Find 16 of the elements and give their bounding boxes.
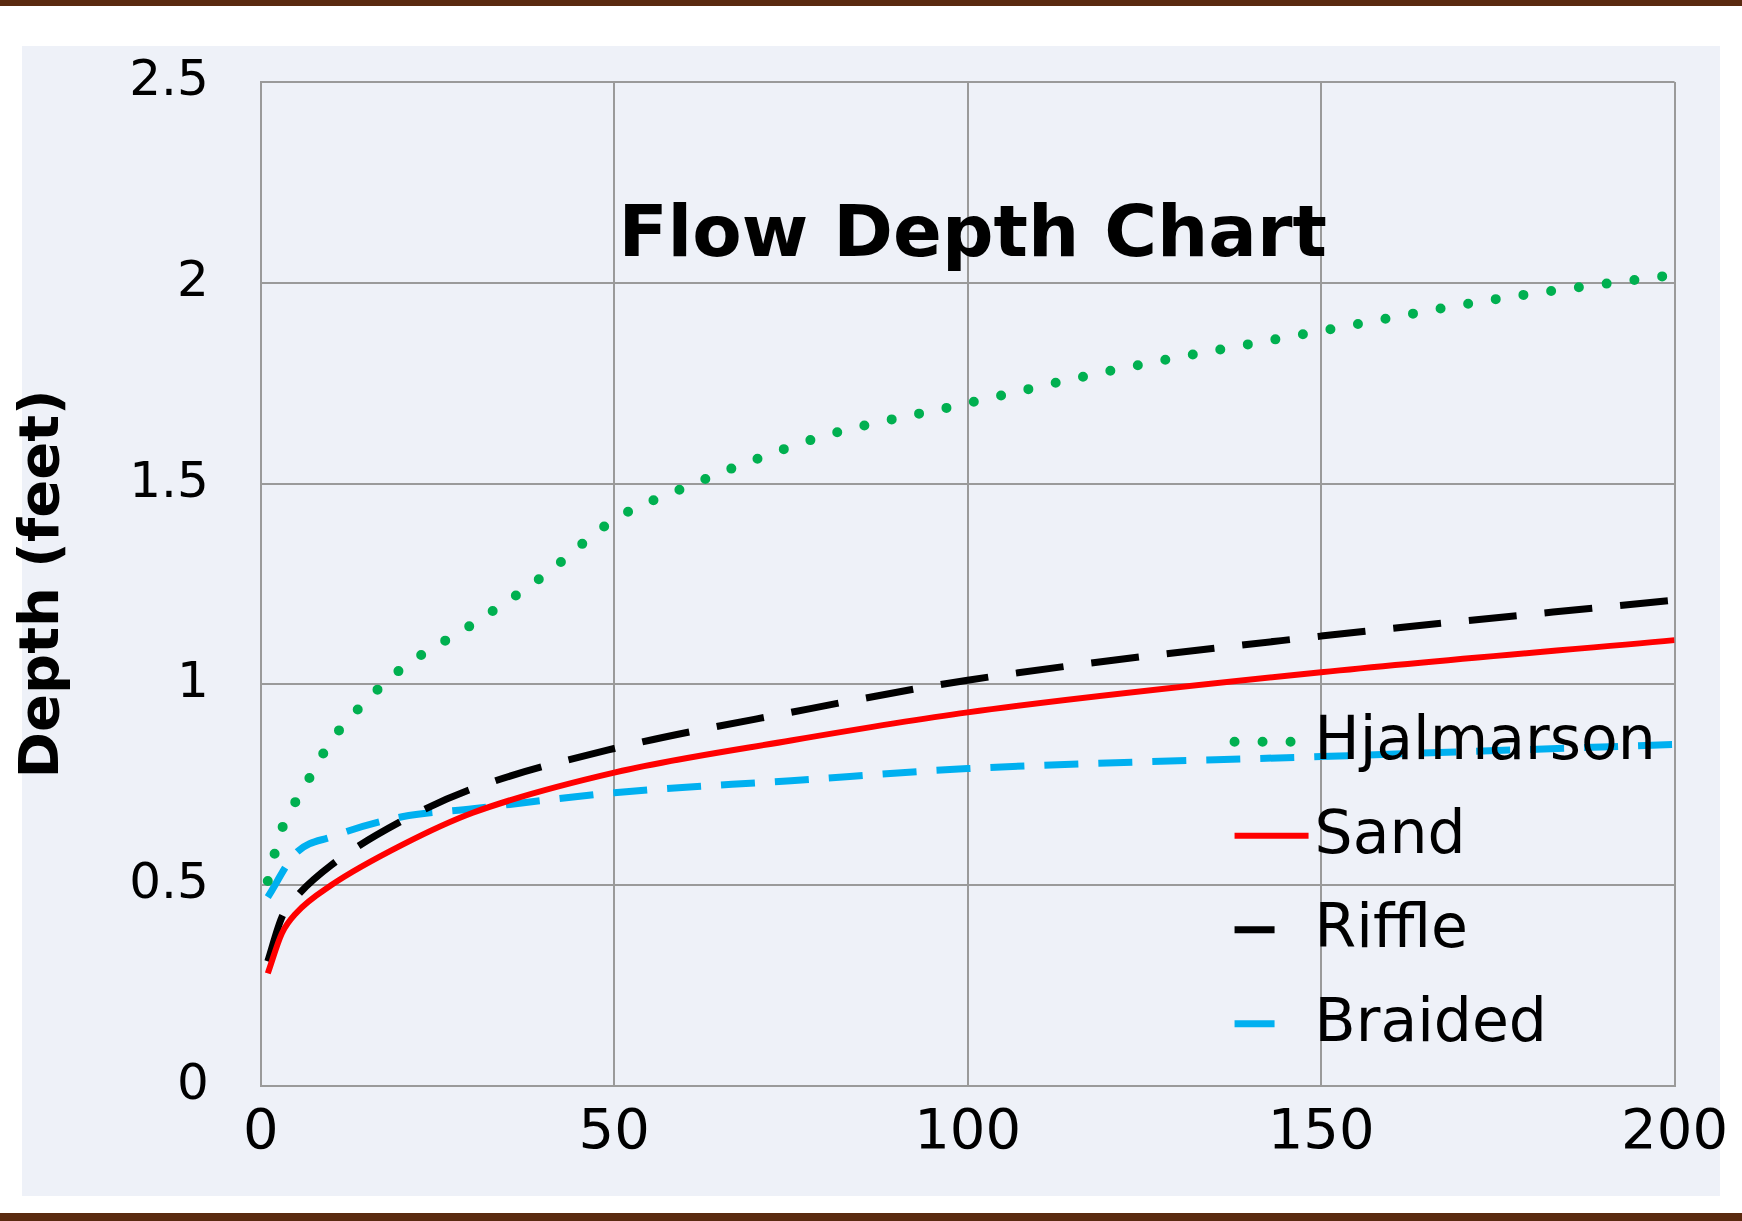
text: Flow Depth Chart: [618, 188, 1327, 273]
legend-label: Braided: [1314, 985, 1547, 1056]
x-tick-label: 150: [1267, 1095, 1375, 1161]
y-tick-label: 1.5: [129, 450, 209, 509]
y-tick-label: 2.5: [129, 48, 209, 107]
x-tick-label: 200: [1621, 1095, 1728, 1161]
y-tick-label: 2: [176, 249, 209, 308]
y-tick-label: 1: [176, 651, 209, 710]
y-axis-title: Depth (feet): [6, 389, 72, 779]
x-tick-label: 50: [578, 1095, 650, 1161]
y-tick-label: 0.5: [129, 852, 209, 911]
legend-label: Riffle: [1314, 891, 1468, 962]
x-tick-label: 100: [914, 1095, 1022, 1161]
x-tick-label: 0: [242, 1095, 279, 1161]
y-tick-label: 0: [176, 1052, 209, 1111]
legend-label: Sand: [1314, 797, 1466, 868]
